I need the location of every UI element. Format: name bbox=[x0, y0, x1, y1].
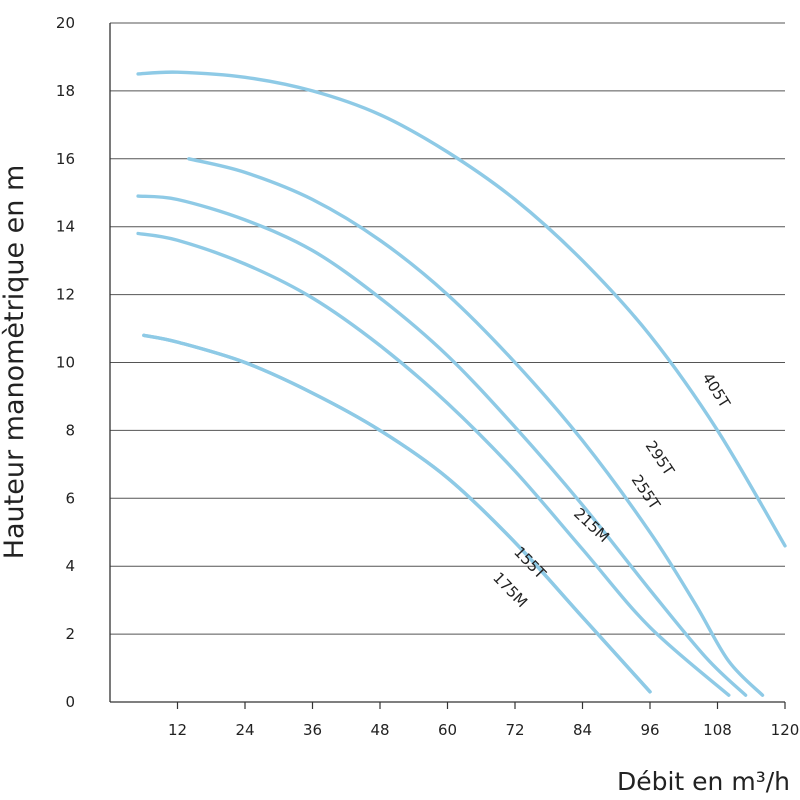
y-tick-label-8: 8 bbox=[65, 421, 75, 439]
x-tick-label-36: 36 bbox=[303, 721, 322, 739]
x-tick-label-48: 48 bbox=[370, 721, 389, 739]
x-tick-label-96: 96 bbox=[640, 721, 659, 739]
curve-215M bbox=[136, 231, 731, 697]
y-tick-label-6: 6 bbox=[65, 489, 75, 507]
y-tick-label-12: 12 bbox=[56, 286, 75, 304]
x-tick-labels: 12 24 36 48 60 72 84 96 108 120 bbox=[168, 721, 799, 739]
axes bbox=[109, 23, 786, 709]
y-tick-label-20: 20 bbox=[56, 14, 75, 32]
x-tick-label-108: 108 bbox=[703, 721, 732, 739]
y-tick-label-18: 18 bbox=[56, 82, 75, 100]
curve-295T bbox=[187, 157, 765, 697]
y-tick-label-4: 4 bbox=[65, 557, 75, 575]
curve-405T bbox=[136, 70, 787, 548]
x-tick-label-24: 24 bbox=[235, 721, 254, 739]
y-tick-label-2: 2 bbox=[65, 625, 75, 643]
curve-label-175M: 175M bbox=[489, 569, 531, 611]
y-axis-title: Hauteur manomètrique en m bbox=[0, 165, 30, 560]
x-tick-label-120: 120 bbox=[771, 721, 800, 739]
curve-label-405T: 405T bbox=[698, 370, 734, 412]
x-tick-label-84: 84 bbox=[573, 721, 592, 739]
y-tick-label-16: 16 bbox=[56, 150, 75, 168]
x-tick-label-60: 60 bbox=[438, 721, 457, 739]
y-tick-label-0: 0 bbox=[65, 693, 75, 711]
y-tick-label-14: 14 bbox=[56, 218, 75, 236]
grid bbox=[110, 22, 785, 635]
y-tick-labels: 0 2 4 6 8 10 12 14 16 18 20 bbox=[56, 14, 75, 711]
y-tick-label-10: 10 bbox=[56, 354, 75, 372]
curve-label-155T: 155T bbox=[510, 543, 550, 583]
curve-175M bbox=[142, 333, 652, 694]
x-axis-title: Débit en m³/h bbox=[617, 767, 790, 796]
x-tick-label-72: 72 bbox=[505, 721, 524, 739]
curve-label-295T: 295T bbox=[642, 437, 679, 479]
curve-255T bbox=[136, 194, 748, 697]
pump-curves bbox=[136, 70, 787, 697]
x-tick-label-12: 12 bbox=[168, 721, 187, 739]
